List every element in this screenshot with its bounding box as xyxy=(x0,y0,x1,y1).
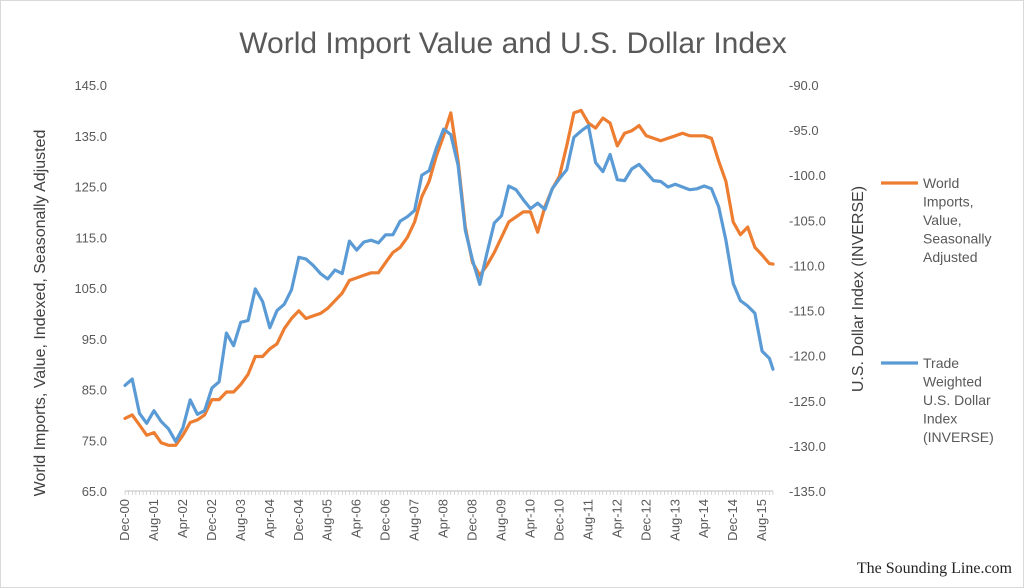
x-tick-label: Aug-05 xyxy=(320,499,335,541)
x-tick-label: Dec-08 xyxy=(465,499,480,541)
y-right-tick-label: -115.0 xyxy=(789,304,825,319)
x-tick-label: Apr-12 xyxy=(609,499,624,538)
left-axis-ticks: 145.0 135.0 125.0 115.0 105.0 95.0 85.0 75.0 65.… xyxy=(74,78,107,499)
y-left-tick-label: 85.0 xyxy=(82,383,107,398)
x-tick-label: Dec-02 xyxy=(204,499,219,541)
y-right-axis-title: U.S. Dollar Index (INVERSE) xyxy=(850,186,867,392)
y-left-tick-label: 75.0 xyxy=(82,433,107,448)
y-left-tick-label: 105.0 xyxy=(74,281,107,296)
y-left-tick-label: 115.0 xyxy=(75,230,107,245)
right-axis-ticks: -90.0 -95.0 -100.0 -105.0 -110.0 -115.0 -120.0… xyxy=(789,78,826,499)
y-left-tick-label: 135.0 xyxy=(74,129,107,144)
y-right-tick-label: -120.0 xyxy=(789,349,826,364)
credit-text: The Sounding Line.com xyxy=(857,560,1013,577)
y-right-tick-label: -130.0 xyxy=(789,439,826,454)
x-tick-label: Dec-00 xyxy=(117,499,132,541)
y-right-tick-label: -135.0 xyxy=(789,484,826,499)
x-tick-label: Dec-06 xyxy=(378,499,393,541)
y-right-tick-label: -110.0 xyxy=(789,258,825,273)
y-right-tick-label: -105.0 xyxy=(789,213,826,228)
x-tick-label: Apr-04 xyxy=(262,499,277,538)
chart-title: World Import Value and U.S. Dollar Index xyxy=(239,27,786,60)
y-left-tick-label: 65.0 xyxy=(82,484,107,499)
x-tick-label: Dec-12 xyxy=(638,499,653,541)
y-left-tick-label: 145.0 xyxy=(74,78,107,93)
y-left-tick-label: 95.0 xyxy=(82,332,107,347)
x-tick-label: Aug-09 xyxy=(493,499,508,541)
x-tick-label: Aug-01 xyxy=(146,499,161,541)
x-tick-label: Apr-14 xyxy=(696,499,711,538)
x-tick-label: Aug-13 xyxy=(667,499,682,541)
x-axis: Dec-00 Aug-01 Apr-02 Dec-02 Aug-03 Apr-04 Dec-… xyxy=(117,490,774,541)
legend: World Imports, Value, Seasonally Adjusted Tra… xyxy=(881,175,994,445)
x-tick-label: Dec-14 xyxy=(725,499,740,541)
legend-label-1: Trade Weighted U.S. Dollar Index (INVERSE) xyxy=(923,355,994,445)
legend-label-0: World Imports, Value, Seasonally Adjusted xyxy=(923,175,992,265)
y-right-tick-label: -95.0 xyxy=(789,123,819,138)
y-right-tick-label: -100.0 xyxy=(789,168,826,183)
x-tick-label: Dec-04 xyxy=(291,499,306,541)
x-tick-label: Dec-10 xyxy=(551,499,566,541)
x-tick-label: Apr-10 xyxy=(522,499,537,538)
y-right-tick-label: -125.0 xyxy=(789,394,826,409)
x-tick-label: Apr-02 xyxy=(175,499,190,538)
x-tick-label: Aug-03 xyxy=(233,499,248,541)
y-right-tick-label: -90.0 xyxy=(789,78,819,93)
y-left-tick-label: 125.0 xyxy=(74,180,107,195)
series-line-1 xyxy=(123,124,775,443)
x-tick-label: Aug-11 xyxy=(580,499,595,540)
x-tick-label: Apr-08 xyxy=(436,499,451,538)
series-layer xyxy=(123,108,775,447)
series-line-0 xyxy=(123,108,775,447)
y-left-axis-title: World Imports, Value, Indexed, Seasonall… xyxy=(32,130,49,497)
x-tick-label: Apr-06 xyxy=(349,499,364,538)
x-tick-label: Aug-07 xyxy=(407,499,422,541)
x-tick-label: Aug-15 xyxy=(754,499,769,541)
